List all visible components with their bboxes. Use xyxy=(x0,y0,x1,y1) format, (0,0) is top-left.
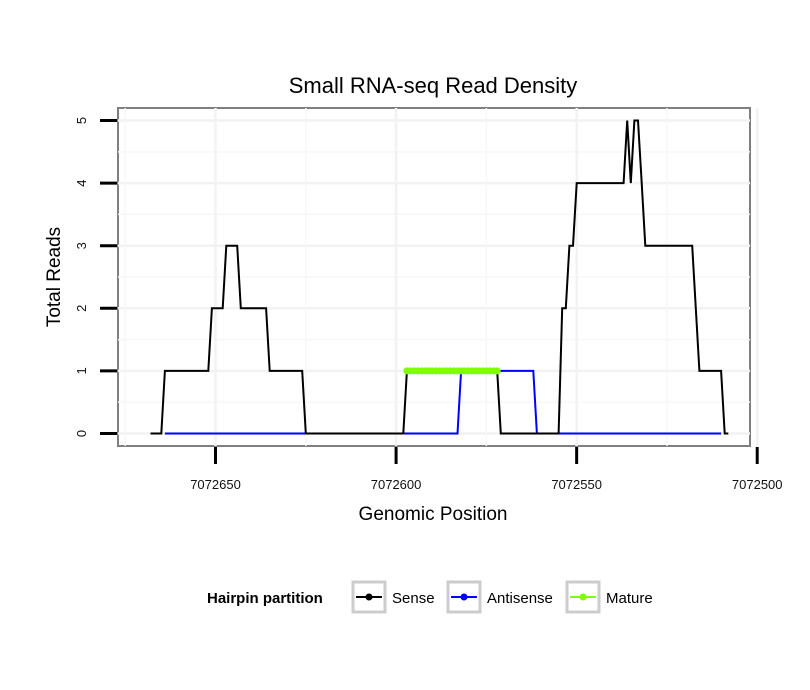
y-tick-label: 2 xyxy=(74,305,89,312)
legend-title: Hairpin partition xyxy=(207,590,323,607)
mature-point xyxy=(493,367,501,375)
legend-label-antisense: Antisense xyxy=(487,590,553,607)
y-tick-label: 1 xyxy=(74,367,89,374)
x-tick-label: 7072600 xyxy=(371,477,422,492)
x-tick-label: 7072650 xyxy=(190,477,241,492)
y-axis-title: Total Reads xyxy=(44,227,65,327)
series-line-sense xyxy=(150,119,729,435)
mature-points xyxy=(403,367,501,375)
legend-point-antisense xyxy=(460,593,468,601)
legend-point-sense xyxy=(365,593,373,601)
legend-label-mature: Mature xyxy=(606,590,653,607)
y-axis: 0 1 2 3 4 5 xyxy=(74,117,117,437)
x-tick-label: 7072500 xyxy=(732,477,783,492)
legend-label-sense: Sense xyxy=(392,590,435,607)
x-tick-label: 7072550 xyxy=(551,477,602,492)
chart-title: Small RNA-seq Read Density xyxy=(289,73,578,98)
y-tick-label: 3 xyxy=(74,242,89,249)
x-axis: 7072650 7072600 7072550 7072500 xyxy=(190,447,783,492)
y-tick-label: 4 xyxy=(74,179,89,186)
y-tick-label: 0 xyxy=(74,430,89,437)
legend: Hairpin partition Sense Antisense Mature xyxy=(207,580,653,614)
x-axis-title: Genomic Position xyxy=(359,504,508,525)
legend-point-mature xyxy=(579,593,587,601)
y-tick-label: 5 xyxy=(74,117,89,124)
